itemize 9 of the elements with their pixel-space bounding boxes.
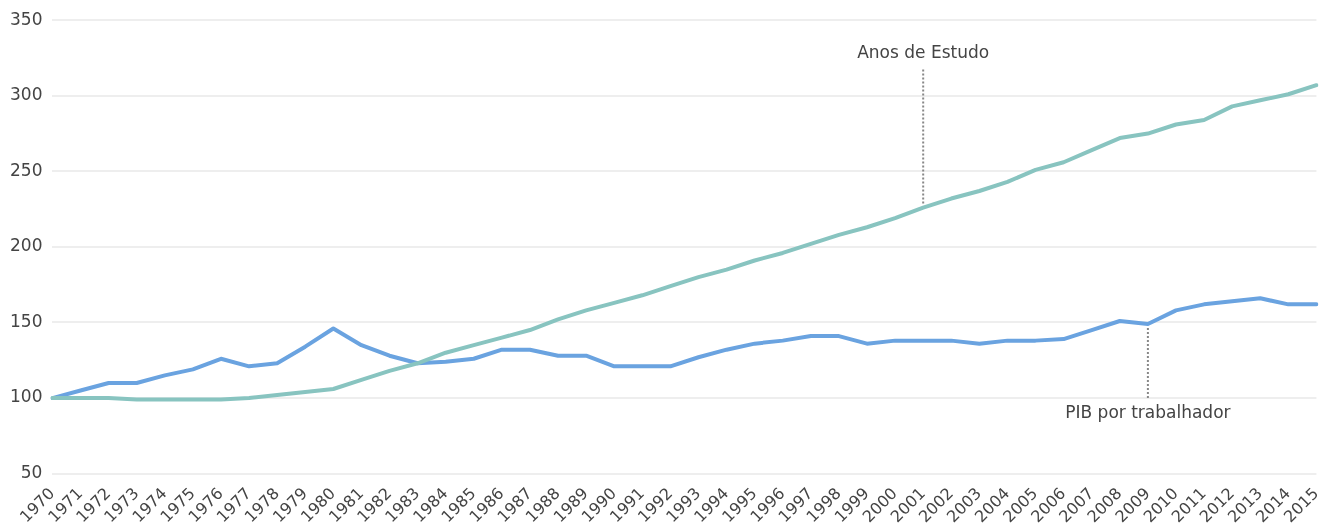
- y-tick-label: 300: [9, 84, 43, 105]
- y-tick-label: 50: [20, 462, 43, 483]
- y-tick-label: 250: [9, 159, 43, 180]
- y-tick-label: 200: [9, 235, 43, 256]
- y-tick-label: 150: [9, 310, 43, 331]
- y-tick-label: 350: [9, 8, 43, 29]
- annotation: PIB por trabalhador: [1065, 401, 1231, 422]
- annotation: Anos de Estudo: [857, 41, 990, 62]
- y-tick-label: 100: [9, 386, 43, 407]
